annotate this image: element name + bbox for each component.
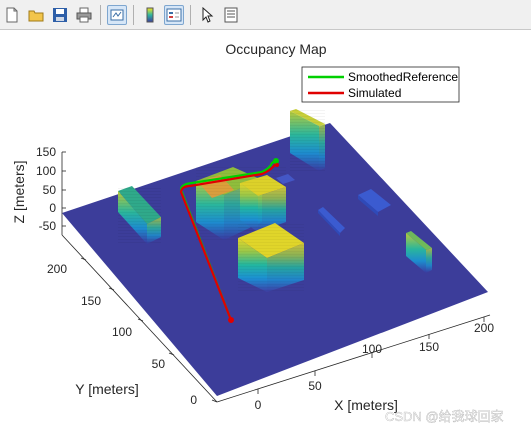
y-tick-label: 150 xyxy=(81,294,101,308)
chart-legend[interactable]: SmoothedReference Simulated xyxy=(301,66,460,103)
z-tick-label: 100 xyxy=(36,164,56,178)
print-icon[interactable] xyxy=(74,5,94,25)
tick-marks xyxy=(62,151,485,403)
z-tick-label: -50 xyxy=(39,219,57,233)
simulated-path xyxy=(179,162,277,321)
toolbar-separator xyxy=(133,4,134,25)
obstacle-left-slab xyxy=(118,186,161,244)
y-tick-label: 200 xyxy=(47,262,67,276)
y-tick-labels: 0 50 100 150 200 xyxy=(47,262,197,407)
z-tick-label: 150 xyxy=(36,145,56,159)
chart-title: Occupancy Map xyxy=(225,41,326,57)
property-inspector-icon[interactable] xyxy=(221,5,241,25)
z-tick-label: 0 xyxy=(49,201,56,215)
x-tick-label: 0 xyxy=(255,398,262,412)
legend-icon[interactable] xyxy=(164,4,184,25)
y-tick-label: 50 xyxy=(152,357,166,371)
z-tick-labels: 150 100 50 0 -50 xyxy=(36,145,56,233)
z-tick-label: 50 xyxy=(43,183,57,197)
colorbar-icon[interactable] xyxy=(140,5,160,25)
toolbar-separator xyxy=(190,4,191,25)
path-end-marker xyxy=(273,158,279,164)
x-tick-label: 200 xyxy=(474,321,494,335)
obstacle-back-slab xyxy=(290,109,325,171)
smoothed-reference-path xyxy=(179,159,277,321)
link-plot-icon[interactable] xyxy=(107,4,127,25)
x-tick-label: 150 xyxy=(419,340,439,354)
y-tick-label: 0 xyxy=(190,393,197,407)
figure-toolbar xyxy=(0,0,531,30)
trajectories xyxy=(179,158,279,323)
watermark: CSDN @给我球回家 xyxy=(385,409,504,424)
x-axis-line xyxy=(216,314,491,403)
x-tick-label: 50 xyxy=(308,379,322,393)
y-axis-label: Y [meters] xyxy=(75,381,139,397)
axes-frame xyxy=(61,152,491,403)
legend-box xyxy=(301,66,460,103)
z-axis-label: Z [meters] xyxy=(11,160,27,223)
toolbar-separator xyxy=(100,4,101,25)
pointer-icon[interactable] xyxy=(197,5,217,25)
open-file-icon[interactable] xyxy=(26,5,46,25)
path-start-marker xyxy=(228,317,234,323)
y-tick-label: 100 xyxy=(112,325,132,339)
y-axis-line xyxy=(61,234,218,403)
x-tick-label: 100 xyxy=(362,342,382,356)
obstacle-front-cube xyxy=(238,223,304,292)
new-figure-icon[interactable] xyxy=(2,5,22,25)
legend-entry-simulated: Simulated xyxy=(348,86,401,100)
obstacle-small-blocks xyxy=(276,174,391,236)
x-axis-label: X [meters] xyxy=(334,397,398,413)
x-tick-labels: 0 50 100 150 200 xyxy=(255,321,495,412)
obstacle-right-slab xyxy=(406,231,432,273)
legend-entry-smoothed: SmoothedReference xyxy=(348,70,458,84)
occupancy-map-figure: Occupancy Map xyxy=(11,41,504,424)
save-icon[interactable] xyxy=(50,5,70,25)
